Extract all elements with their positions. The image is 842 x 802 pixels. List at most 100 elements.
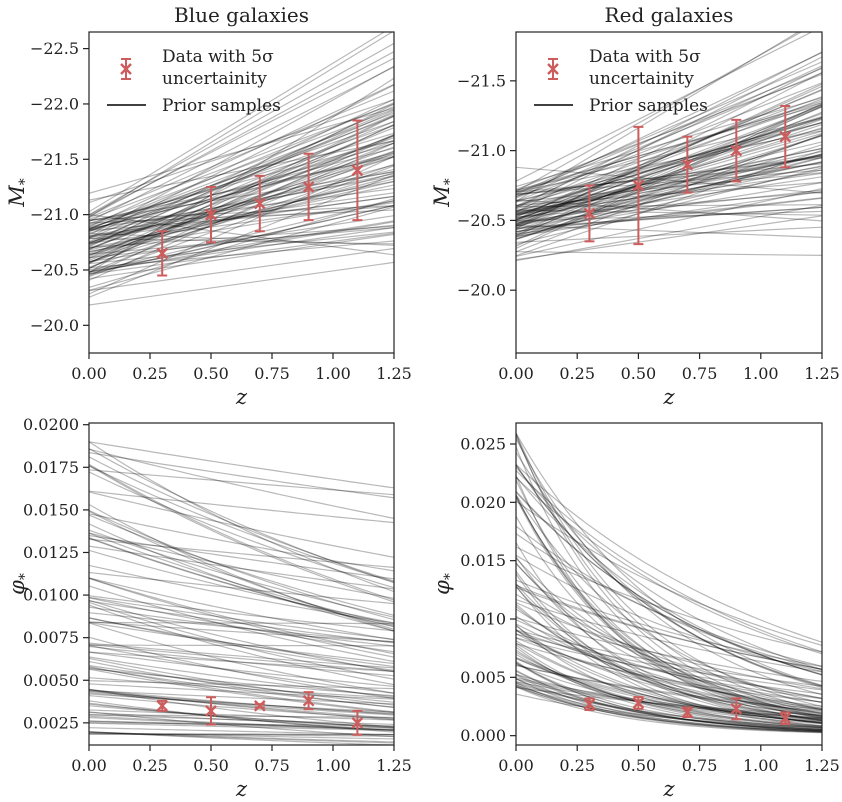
prior-sample-line	[89, 600, 394, 644]
prior-sample-line	[516, 134, 822, 231]
prior-sample-line	[516, 73, 822, 190]
prior-sample-line	[89, 441, 394, 593]
prior-sample-line	[89, 464, 394, 603]
prior-sample-line	[89, 714, 394, 725]
prior-sample-line	[89, 178, 394, 251]
data-point	[302, 694, 315, 707]
prior-sample-line	[516, 637, 822, 707]
data-points	[156, 691, 364, 736]
prior-sample-line	[516, 66, 822, 221]
x-axis-label: z	[662, 777, 675, 801]
prior-sample-line	[89, 152, 394, 273]
prior-sample-line	[516, 118, 822, 229]
prior-sample-line	[516, 674, 822, 733]
prior-sample-line	[516, 83, 822, 227]
prior-sample-line	[89, 175, 394, 256]
prior-sample-line	[89, 705, 394, 729]
prior-sample-line	[516, 61, 822, 195]
prior-sample-line	[516, 433, 822, 707]
prior-sample-line	[89, 645, 394, 677]
prior-sample-line	[516, 496, 822, 716]
prior-sample-line	[89, 471, 394, 589]
prior-sample-line	[89, 601, 394, 680]
prior-sample-line	[516, 573, 822, 727]
prior-sample-line	[516, 643, 822, 703]
prior-sample-line	[516, 134, 822, 241]
prior-sample-line	[89, 127, 394, 251]
y-tick-label: −21.5	[457, 71, 506, 90]
prior-sample-line	[89, 621, 394, 625]
prior-sample-line	[89, 717, 394, 731]
data-point	[779, 712, 792, 725]
prior-sample-line	[516, 190, 822, 237]
prior-sample-line	[89, 503, 394, 632]
prior-sample-line	[516, 188, 822, 257]
prior-sample-line	[89, 206, 394, 291]
y-tick-label: 0.025	[460, 435, 506, 454]
prior-sample-line	[516, 554, 822, 672]
x-tick-label: 0.25	[559, 756, 595, 775]
prior-sample-line	[89, 215, 394, 263]
legend-data-label: Data with 5σ	[589, 47, 701, 67]
prior-sample-line	[516, 197, 822, 233]
x-axis-label: z	[662, 385, 675, 409]
prior-sample-line	[89, 621, 394, 665]
data-point	[779, 130, 792, 143]
prior-sample-line	[516, 169, 822, 236]
prior-sample-line	[516, 106, 822, 237]
prior-sample-line	[89, 545, 394, 590]
x-tick-label: 0.00	[71, 756, 107, 775]
prior-sample-line	[516, 157, 822, 195]
prior-sample-line	[516, 438, 822, 696]
prior-sample-line	[516, 167, 822, 245]
prior-sample-line	[89, 715, 394, 731]
prior-sample-line	[89, 606, 394, 647]
prior-sample-line	[89, 224, 394, 259]
prior-sample-line	[516, 32, 800, 202]
prior-sample-line	[89, 142, 394, 263]
prior-sample-line	[516, 89, 822, 218]
prior-sample-line	[89, 703, 394, 729]
prior-sample-line	[89, 204, 394, 275]
prior-sample-line	[89, 456, 394, 582]
prior-sample-line	[89, 617, 394, 668]
prior-sample-line	[516, 106, 822, 226]
prior-sample-line	[89, 77, 394, 274]
prior-sample-line	[516, 149, 822, 257]
prior-sample-line	[516, 154, 822, 217]
prior-sample-line	[516, 682, 822, 733]
y-tick-label: −22.0	[30, 94, 79, 113]
prior-sample-line	[89, 214, 394, 256]
prior-sample-line	[89, 509, 394, 621]
prior-sample-line	[89, 109, 394, 239]
y-tick-label: −21.5	[30, 150, 79, 169]
y-tick-label: 0.0100	[23, 586, 79, 605]
prior-sample-line	[89, 220, 394, 271]
prior-sample-line	[516, 209, 822, 216]
prior-sample-line	[516, 629, 822, 687]
prior-sample-line	[89, 651, 394, 687]
prior-sample-line	[516, 122, 822, 202]
prior-sample-line	[516, 130, 822, 219]
data-point	[253, 699, 266, 712]
prior-sample-line	[516, 546, 822, 653]
prior-sample-line	[89, 102, 394, 230]
prior-sample-line	[516, 113, 822, 223]
prior-sample-line	[89, 51, 394, 218]
prior-sample-line	[516, 649, 822, 728]
data-point	[681, 706, 694, 719]
y-tick-label: 0.0075	[23, 628, 79, 647]
y-axis-label: φ*	[5, 573, 33, 595]
prior-sample-line	[516, 163, 822, 193]
prior-sample-line	[89, 66, 394, 223]
prior-sample-line	[89, 232, 394, 275]
prior-sample-line	[516, 127, 822, 225]
prior-sample-line	[89, 683, 394, 700]
prior-sample-line	[89, 90, 394, 219]
prior-sample-line	[516, 479, 822, 717]
prior-sample-line	[89, 202, 394, 244]
y-tick-label: 0.0125	[23, 543, 79, 562]
panel-blue-mstar: 0.00 0.25 0.50 0.75 1.00 1.25 −20.0 −20.5 −21.0 −…	[5, 3, 412, 409]
